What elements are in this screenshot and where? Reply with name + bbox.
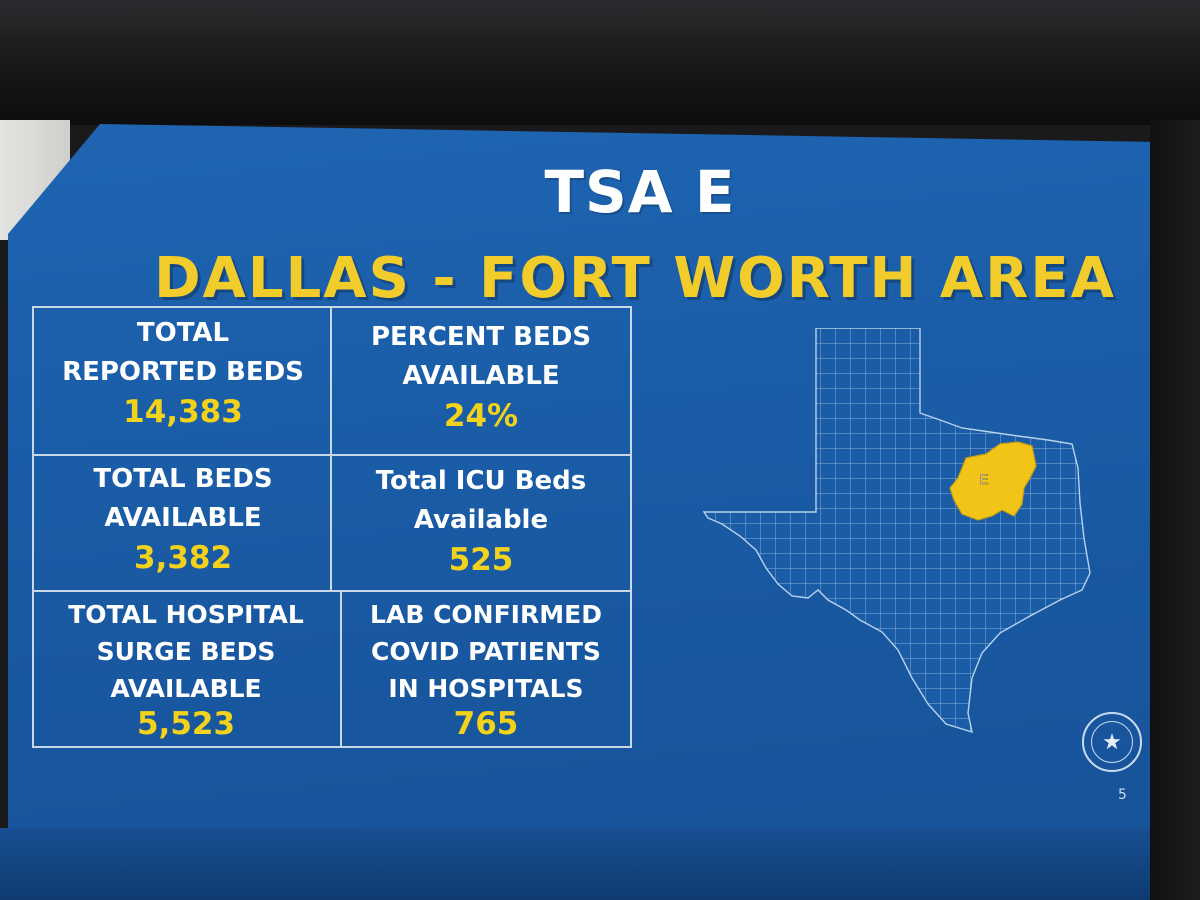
texas-map-icon: E bbox=[702, 328, 1091, 733]
stat-lab-confirmed-covid-patients: LAB CONFIRMED COVID PATIENTS IN HOSPITAL… bbox=[342, 596, 630, 741]
table-border bbox=[340, 590, 342, 748]
stat-total-beds-available: TOTAL BEDS AVAILABLE 3,382 bbox=[36, 460, 330, 578]
stat-value: 14,383 bbox=[123, 394, 243, 430]
stat-value: 24% bbox=[443, 398, 519, 434]
table-border bbox=[32, 306, 632, 308]
stat-label: SURGE BEDS bbox=[96, 637, 276, 666]
stat-label: REPORTED BEDS bbox=[62, 357, 304, 387]
slide-subtitle: DALLAS - FORT WORTH AREA bbox=[154, 246, 1116, 311]
stat-label: AVAILABLE bbox=[104, 503, 262, 533]
table-border bbox=[32, 306, 34, 748]
stat-label: TOTAL BEDS bbox=[93, 464, 273, 494]
slide-title: TSA E bbox=[544, 158, 736, 226]
table-border bbox=[330, 306, 332, 590]
stat-label: TOTAL HOSPITAL bbox=[68, 600, 304, 629]
stat-value: 5,523 bbox=[136, 706, 236, 742]
monitor-bezel-right bbox=[1150, 120, 1200, 900]
table-border bbox=[32, 746, 632, 748]
stats-table: TOTAL REPORTED BEDS 14,383 PERCENT BEDS … bbox=[32, 306, 632, 748]
stat-total-reported-beds: TOTAL REPORTED BEDS 14,383 bbox=[36, 314, 330, 432]
stat-label: AVAILABLE bbox=[110, 674, 262, 703]
stat-label: TOTAL bbox=[136, 318, 230, 348]
stat-label: IN HOSPITALS bbox=[388, 674, 584, 703]
stat-label: AVAILABLE bbox=[402, 361, 560, 391]
stat-total-icu-beds-available: Total ICU Beds Available 525 bbox=[334, 462, 628, 580]
texas-governor-seal-icon: ★ bbox=[1082, 712, 1142, 772]
stat-value: 525 bbox=[448, 542, 514, 578]
table-border bbox=[32, 590, 632, 592]
stat-label: PERCENT BEDS bbox=[370, 322, 592, 352]
stat-label: LAB CONFIRMED bbox=[370, 600, 602, 629]
star-icon: ★ bbox=[1091, 721, 1133, 763]
stat-percent-beds-available: PERCENT BEDS AVAILABLE 24% bbox=[334, 318, 628, 436]
table-border bbox=[32, 454, 632, 456]
page-number: 5 bbox=[1118, 787, 1127, 803]
stat-value: 765 bbox=[453, 706, 519, 742]
slide-bottom-band bbox=[0, 828, 1150, 900]
tsa-e-region-label: E bbox=[979, 471, 988, 487]
stat-total-hospital-surge-beds: TOTAL HOSPITAL SURGE BEDS AVAILABLE 5,52… bbox=[32, 596, 340, 741]
stat-value: 3,382 bbox=[133, 540, 233, 576]
table-border bbox=[630, 306, 632, 748]
tsa-e-region bbox=[949, 441, 1037, 521]
stat-label: Total ICU Beds bbox=[375, 466, 587, 496]
stat-label: Available bbox=[413, 505, 549, 535]
monitor-bezel-top bbox=[0, 0, 1200, 125]
stat-label: COVID PATIENTS bbox=[371, 637, 601, 666]
